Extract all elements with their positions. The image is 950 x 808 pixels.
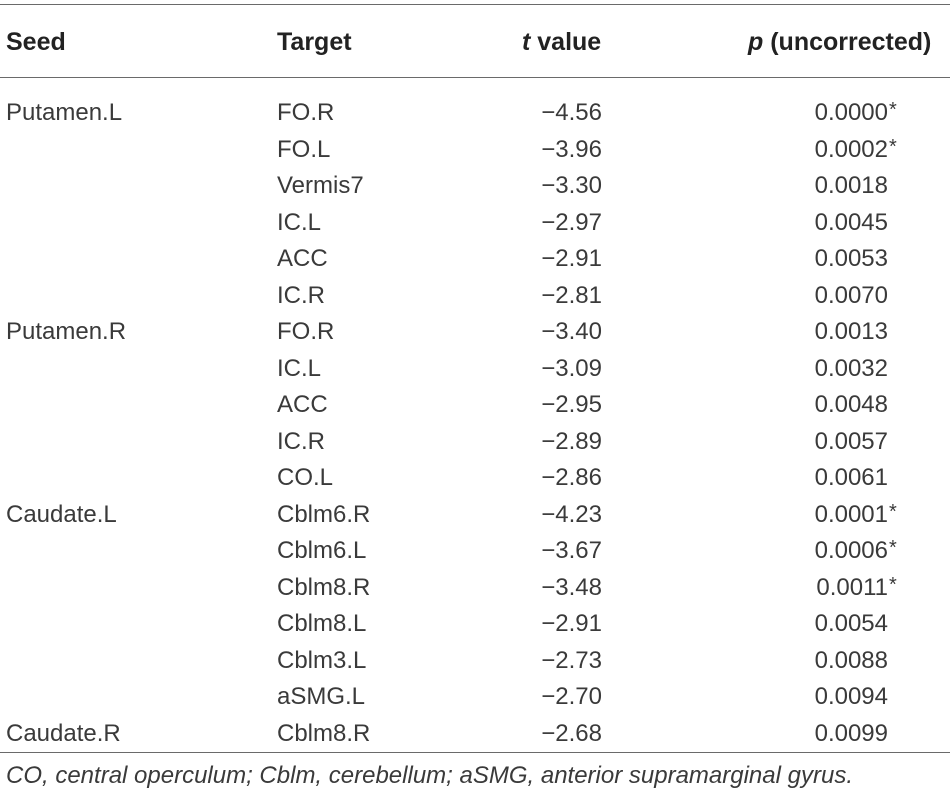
cell-t-value: −2.89	[541, 427, 602, 455]
cell-p-value: 0.0070	[814, 281, 888, 309]
cell-p-value: 0.0013	[814, 318, 888, 345]
cell-p-value: 0.0011	[816, 573, 888, 601]
cell-t-value: −2.86	[541, 464, 602, 491]
cell-seed: Caudate.R	[6, 719, 121, 747]
cell-p-value: 0.0048	[814, 391, 888, 418]
cell-t-value: −2.81	[541, 281, 602, 309]
cell-target: IC.L	[277, 208, 322, 236]
table-row: Caudate.L Cblm6.R −4.23 0.0001 *	[0, 498, 950, 535]
cell-p-value: 0.0094	[814, 683, 888, 710]
table-row: Cblm3.L −2.73 0.0088	[0, 644, 950, 681]
cell-t-value: −2.70	[541, 683, 602, 710]
cell-t-value: −2.95	[541, 391, 602, 418]
table-row: IC.R −2.81 0.0070	[0, 279, 950, 316]
table-row: ACC −2.95 0.0048	[0, 388, 950, 425]
table-body: Putamen.L FO.R −4.56 0.0000 * FO.L −3.96 0.000…	[0, 96, 950, 753]
table-row: Cblm8.R −3.48 0.0011 *	[0, 571, 950, 608]
header-t-value: t value	[522, 28, 601, 57]
cell-p-value: 0.0018	[814, 172, 888, 199]
significance-marker: *	[889, 135, 897, 158]
cell-t-value: −3.09	[541, 354, 602, 382]
significance-marker: *	[889, 573, 897, 596]
table-row: Vermis7 −3.30 0.0018	[0, 169, 950, 206]
table-row: Putamen.L FO.R −4.56 0.0000 *	[0, 96, 950, 133]
cell-target: ACC	[277, 245, 328, 272]
cell-p-value: 0.0099	[814, 719, 888, 747]
table-row: ACC −2.91 0.0053	[0, 242, 950, 279]
cell-t-value: −2.91	[541, 245, 602, 272]
cell-p-value: 0.0032	[814, 354, 888, 382]
significance-marker: *	[889, 500, 897, 523]
cell-p-value: 0.0000	[814, 99, 888, 126]
cell-p-value: 0.0045	[814, 208, 888, 236]
cell-t-value: −3.67	[541, 537, 602, 564]
table-row: FO.L −3.96 0.0002 *	[0, 133, 950, 170]
table-row: aSMG.L −2.70 0.0094	[0, 680, 950, 717]
cell-seed: Putamen.R	[6, 318, 127, 345]
cell-t-value: −3.40	[541, 318, 602, 345]
cell-p-value: 0.0057	[814, 427, 888, 455]
table-row: IC.L −2.97 0.0045	[0, 206, 950, 243]
cell-t-value: −4.23	[541, 500, 602, 528]
table-row: Cblm8.L −2.91 0.0054	[0, 607, 950, 644]
table-header-row: Seed Target t value p (uncorrected)	[0, 22, 950, 62]
cell-seed: Caudate.L	[6, 500, 117, 528]
cell-target: Cblm3.L	[277, 646, 367, 674]
table-row: Caudate.R Cblm8.R −2.68 0.0099	[0, 717, 950, 754]
cell-t-value: −4.56	[541, 99, 602, 126]
cell-target: Cblm6.L	[277, 537, 367, 564]
cell-p-value: 0.0001	[814, 500, 888, 528]
cell-target: Vermis7	[277, 172, 364, 199]
table-row: CO.L −2.86 0.0061	[0, 461, 950, 498]
cell-p-value: 0.0054	[814, 610, 888, 637]
table-row: IC.R −2.89 0.0057	[0, 425, 950, 462]
cell-target: ACC	[277, 391, 328, 418]
cell-t-value: −3.30	[541, 172, 602, 199]
table-row: Putamen.R FO.R −3.40 0.0013	[0, 315, 950, 352]
cell-t-value: −3.96	[541, 135, 602, 163]
cell-p-value: 0.0061	[814, 464, 888, 491]
cell-target: IC.R	[277, 427, 325, 455]
table-row: IC.L −3.09 0.0032	[0, 352, 950, 389]
cell-t-value: −3.48	[541, 573, 602, 601]
header-seed: Seed	[6, 28, 66, 56]
cell-target: IC.L	[277, 354, 322, 382]
table-header-rule	[0, 77, 950, 78]
cell-target: Cblm8.R	[277, 573, 371, 601]
significance-marker: *	[889, 99, 897, 121]
cell-t-value: −2.68	[541, 719, 602, 747]
header-t-variable: t	[522, 28, 531, 56]
cell-t-value: −2.73	[541, 646, 602, 674]
cell-p-value: 0.0053	[814, 245, 888, 272]
table-top-rule	[0, 4, 950, 5]
cell-seed: Putamen.L	[6, 99, 123, 126]
cell-t-value: −2.91	[541, 610, 602, 637]
cell-p-value: 0.0006	[814, 537, 888, 564]
cell-p-value: 0.0002	[814, 135, 888, 163]
table-footnote: CO, central operculum; Cblm, cerebellum;…	[6, 762, 853, 789]
cell-target: FO.R	[277, 318, 335, 345]
header-p-variable: p	[748, 28, 764, 56]
cell-t-value: −2.97	[541, 208, 602, 236]
header-t-suffix: value	[530, 28, 602, 56]
cell-target: CO.L	[277, 464, 334, 491]
cell-target: IC.R	[277, 281, 325, 309]
header-target: Target	[277, 28, 352, 56]
cell-target: Cblm8.L	[277, 610, 367, 637]
cell-target: aSMG.L	[277, 683, 366, 710]
cell-target: Cblm8.R	[277, 719, 371, 747]
header-p-suffix: (uncorrected)	[763, 28, 932, 56]
cell-target: FO.R	[277, 99, 335, 126]
cell-target: Cblm6.R	[277, 500, 371, 528]
table-row: Cblm6.L −3.67 0.0006 *	[0, 534, 950, 571]
table-bottom-rule	[0, 752, 950, 753]
header-p-uncorrected: p (uncorrected)	[748, 28, 931, 57]
cell-target: FO.L	[277, 135, 331, 163]
cell-p-value: 0.0088	[814, 646, 888, 674]
significance-marker: *	[889, 537, 897, 559]
